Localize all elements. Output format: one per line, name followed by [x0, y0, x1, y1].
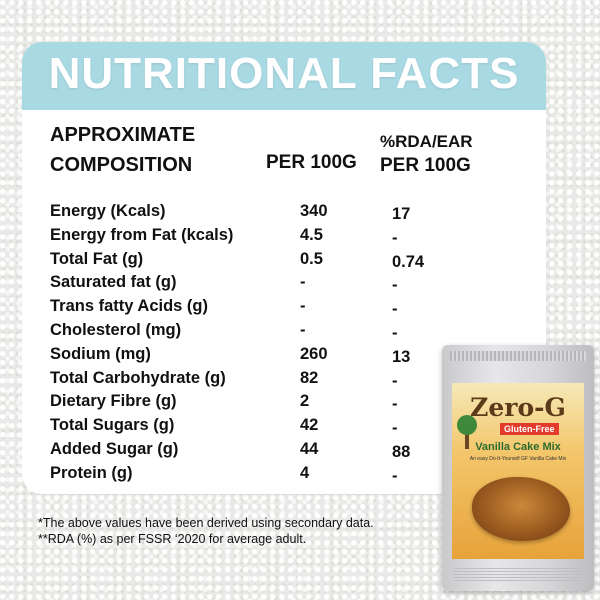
title-band: [22, 42, 546, 110]
table-row: Trans fatty Acids (g) - -: [50, 297, 530, 321]
per100g-value: -: [300, 297, 306, 316]
nutrient-name: Total Sugars (g): [50, 416, 175, 435]
rda-value: 13: [392, 347, 411, 366]
table-row: Dietary Fibre (g) 2 -: [50, 392, 530, 416]
package-product-name: Vanilla Cake Mix: [475, 441, 561, 453]
nutrient-name: Cholesterol (mg): [50, 320, 182, 339]
rda-value: -: [392, 300, 398, 319]
rda-value: -: [392, 395, 398, 414]
table-row: Energy from Fat (kcals) 4.5 -: [50, 226, 530, 250]
composition-header-line1: APPROXIMATE: [50, 124, 196, 146]
nutrient-name: Saturated fat (g): [50, 273, 177, 292]
rda-value: 88: [392, 442, 411, 461]
footnote-secondary-data: *The above values have been derived usin…: [38, 516, 374, 530]
nutrient-name: Added Sugar (g): [50, 439, 179, 458]
nutrition-card: NUTRITIONAL FACTS APPROXIMATE COMPOSITIO…: [22, 42, 546, 494]
rda-value: 0.74: [392, 252, 425, 271]
nutrient-name: Trans fatty Acids (g): [50, 297, 208, 316]
composition-header: APPROXIMATE COMPOSITION: [50, 120, 250, 180]
rda-value: -: [392, 323, 398, 342]
table-row: Total Sugars (g) 42 -: [50, 416, 530, 440]
rda-value: -: [392, 466, 398, 485]
nutrient-name: Energy from Fat (kcals): [50, 225, 234, 244]
table-row: Cholesterol (mg) - -: [50, 321, 530, 345]
page-title: NUTRITIONAL FACTS: [48, 49, 520, 98]
nutrient-name: Total Carbohydrate (g): [50, 368, 226, 387]
per100g-value: -: [300, 273, 306, 292]
table-row: Added Sugar (g) 44 88: [50, 440, 530, 464]
per100g-value: 260: [300, 344, 328, 363]
table-row: Sodium (mg) 260 13: [50, 345, 530, 369]
nutrient-name: Sodium (mg): [50, 344, 151, 363]
gluten-free-badge: Gluten-Free: [500, 423, 559, 435]
table-row: Total Carbohydrate (g) 82 -: [50, 369, 530, 393]
product-package: Zero-G Gluten-Free Vanilla Cake Mix An e…: [442, 345, 594, 591]
rda-value: -: [392, 419, 398, 438]
composition-header-line2: COMPOSITION: [50, 154, 193, 176]
rda-value: -: [392, 371, 398, 390]
nutrient-name: Total Fat (g): [50, 249, 144, 268]
table-row: Protein (g) 4 -: [50, 464, 530, 488]
footnotes: *The above values have been derived usin…: [38, 515, 374, 547]
per100g-value: 42: [300, 416, 319, 435]
per100g-value: 2: [300, 392, 310, 411]
rda-value: -: [392, 276, 398, 295]
rda-header-line2: PER 100G: [380, 155, 471, 176]
nutrient-name: Energy (Kcals): [50, 202, 166, 220]
package-brand: Zero-G: [470, 393, 566, 422]
per100g-value: 4.5: [300, 225, 323, 244]
table-row: Energy (Kcals) 340 17: [50, 202, 530, 226]
rda-value: -: [392, 228, 398, 247]
nutrient-name: Dietary Fibre (g): [50, 392, 177, 411]
cake-image: [472, 477, 570, 541]
rda-header: %RDA/EAR PER 100G: [380, 130, 520, 178]
package-tagline: An easy Do-It-Yourself GF Vanilla Cake M…: [469, 456, 567, 462]
rda-value: 17: [392, 205, 411, 223]
rda-header-line1: %RDA/EAR: [380, 132, 473, 151]
table-row: Total Fat (g) 0.5 0.74: [50, 250, 530, 274]
tree-icon: [457, 415, 477, 449]
per100g-value: 0.5: [300, 249, 323, 268]
zip-seal: [450, 351, 586, 361]
per100g-value: 44: [300, 439, 319, 458]
per100g-header: PER 100G: [266, 152, 357, 173]
table-row: Saturated fat (g) - -: [50, 273, 530, 297]
footnote-rda: **RDA (%) as per FSSR ‘2020 for average …: [38, 532, 307, 546]
per100g-value: 4: [300, 463, 310, 482]
nutrient-name: Protein (g): [50, 463, 133, 482]
package-fine-print: [454, 567, 582, 581]
nutrition-table: Energy (Kcals) 340 17 Energy from Fat (kca…: [50, 202, 530, 488]
per100g-value: 340: [300, 202, 328, 220]
package-label: Zero-G Gluten-Free Vanilla Cake Mix An e…: [452, 383, 584, 559]
per100g-value: 82: [300, 368, 319, 387]
per100g-value: -: [300, 320, 306, 339]
